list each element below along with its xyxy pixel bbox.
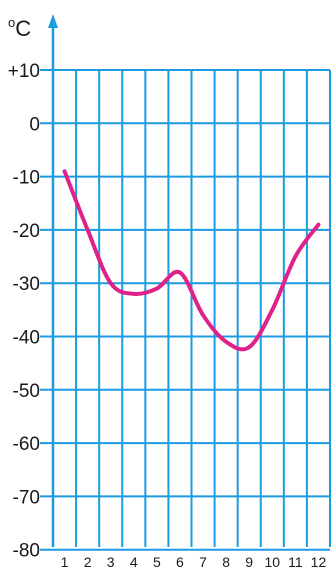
y-tick-label: -70	[13, 487, 40, 508]
y-tick-label: -60	[13, 434, 40, 455]
y-tick-label: -80	[13, 541, 40, 562]
y-axis-ticks: +10 0 -10 -20 -30 -40 -50 -60 -70 -80	[8, 61, 40, 562]
temperature-series-line	[62, 169, 321, 352]
x-tick-label: 8	[222, 554, 230, 570]
y-tick-label: -10	[13, 168, 40, 189]
y-axis-unit-label: oC	[8, 15, 31, 41]
x-tick-label: 1	[61, 554, 69, 570]
x-tick-label: 11	[288, 554, 303, 570]
x-tick-label: 7	[199, 554, 207, 570]
y-tick-label: -30	[13, 274, 40, 295]
x-tick-label: 2	[84, 554, 92, 570]
x-tick-label: 4	[130, 554, 138, 570]
y-tick-label: 0	[29, 114, 40, 135]
y-axis-arrow	[48, 14, 58, 28]
x-tick-label: 6	[176, 554, 184, 570]
x-tick-label: 12	[311, 554, 327, 570]
x-tick-label: 10	[265, 554, 281, 570]
chart-axis	[48, 14, 58, 547]
chart-grid	[40, 69, 331, 551]
y-tick-label: -40	[13, 328, 40, 349]
x-tick-label: 9	[245, 554, 253, 570]
y-tick-label: -20	[13, 221, 40, 242]
y-tick-label: -50	[13, 381, 40, 402]
x-tick-label: 5	[153, 554, 161, 570]
x-axis-ticks: 1 2 3 4 5 6 7 8 9 10 11 12	[61, 554, 327, 570]
y-tick-label: +10	[8, 61, 40, 82]
x-tick-label: 3	[107, 554, 115, 570]
